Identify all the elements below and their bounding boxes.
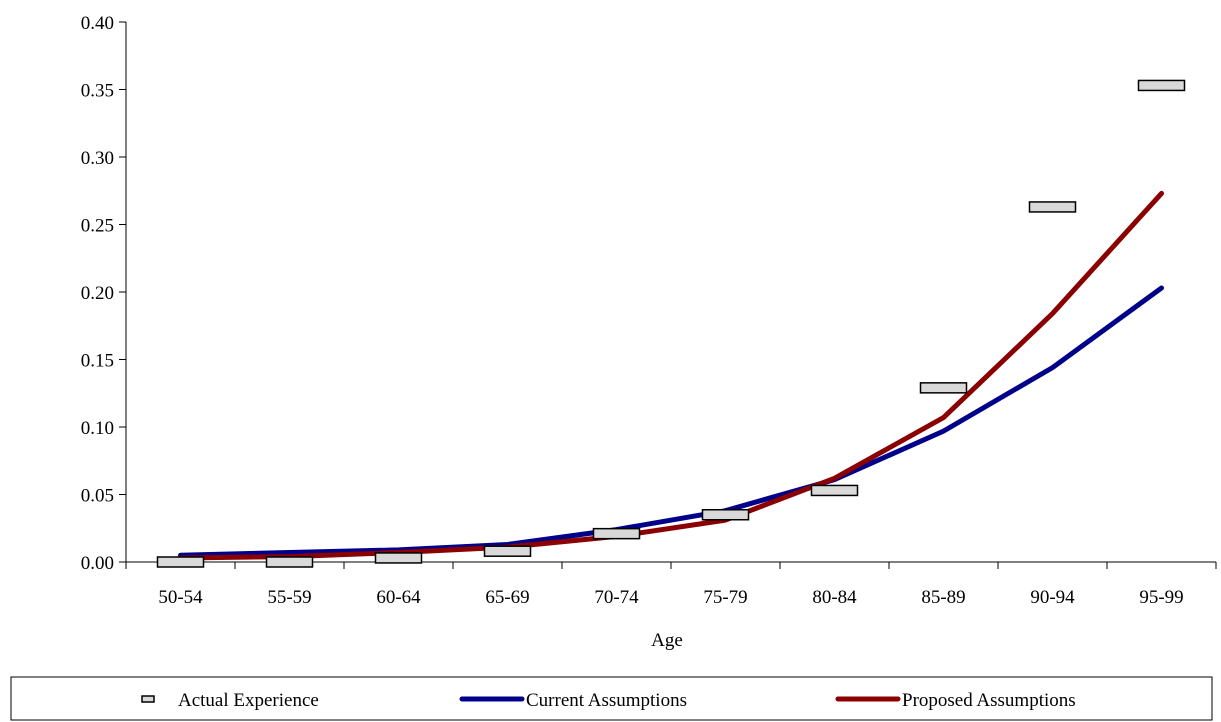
x-tick-label: 65-69 (485, 587, 529, 608)
actual-experience-marker (1137, 79, 1186, 92)
x-tick-label: 95-99 (1139, 587, 1183, 608)
y-axis-ticks: 0.00 0.05 0.10 0.15 0.20 0.25 0.30 0.35 0.40 (81, 13, 126, 574)
x-axis-title: Age (651, 630, 683, 651)
x-tick-label: 70-74 (594, 587, 639, 608)
x-tick-label: 50-54 (158, 587, 203, 608)
y-tick-label: 0.20 (81, 283, 114, 304)
legend-label: Proposed Assumptions (902, 690, 1076, 711)
actual-experience-marker (919, 382, 968, 394)
actual-experience-marker (592, 527, 641, 540)
y-tick-label: 0.35 (81, 81, 114, 102)
y-tick-label: 0.15 (81, 351, 114, 372)
series-line-2 (178, 190, 1164, 561)
axes (125, 22, 1216, 563)
x-axis-ticks: 50-54 55-59 60-64 65-69 70-74 75-79 80-84 85-89… (125, 562, 1217, 608)
x-tick-label: 75-79 (703, 587, 747, 608)
legend-label: Current Assumptions (526, 690, 687, 711)
actual-experience-marker (374, 552, 423, 564)
legend-swatch-marker (141, 695, 155, 703)
x-tick-label: 85-89 (921, 587, 965, 608)
y-tick-label: 0.30 (81, 148, 114, 169)
actual-experience-marker (1028, 201, 1077, 213)
x-tick-label: 80-84 (812, 587, 857, 608)
legend-box (10, 676, 1213, 721)
series-line-1 (178, 285, 1164, 558)
actual-experience-marker (810, 484, 859, 497)
series-markers (156, 79, 1186, 568)
legend-label: Actual Experience (178, 690, 319, 711)
actual-experience-marker (483, 545, 532, 557)
x-tick-label: 90-94 (1030, 587, 1075, 608)
actual-experience-marker (701, 509, 750, 521)
series-lines (178, 190, 1164, 561)
legend: Actual Experience Current Assumptions Prop… (10, 676, 1213, 721)
x-tick-label: 60-64 (376, 587, 421, 608)
y-tick-label: 0.00 (81, 553, 114, 574)
y-tick-label: 0.10 (81, 418, 114, 439)
y-tick-label: 0.25 (81, 216, 114, 237)
y-tick-label: 0.40 (81, 13, 114, 34)
y-tick-label: 0.05 (81, 486, 114, 507)
actual-experience-marker (265, 556, 314, 568)
x-tick-label: 55-59 (267, 587, 311, 608)
actual-experience-marker (156, 556, 205, 568)
